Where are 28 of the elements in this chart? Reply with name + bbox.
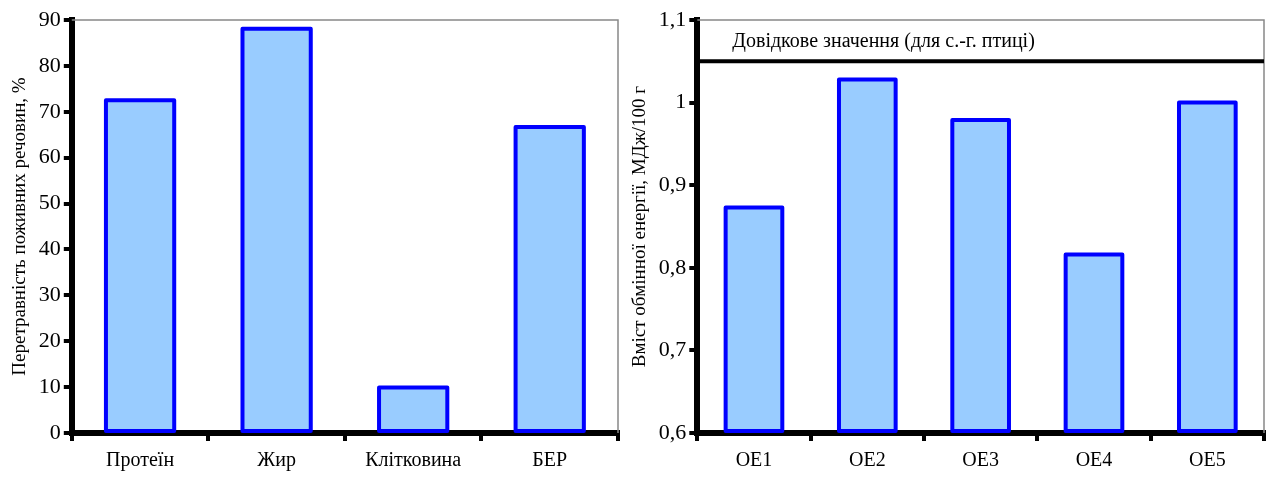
y-tick-label: 0,7 — [658, 336, 687, 362]
y-tick-label: 1 — [675, 88, 687, 114]
y-tick-label: 1,1 — [658, 5, 687, 31]
y-tick-label: 20 — [38, 327, 61, 352]
x-tick-label: БЕР — [532, 448, 568, 471]
x-tick-label: OE2 — [848, 448, 886, 471]
y-tick-label: 50 — [38, 189, 61, 215]
y-tick-label: 60 — [38, 143, 61, 169]
x-tick-label: OE3 — [962, 448, 999, 471]
x-tick-label: OE4 — [1075, 448, 1113, 471]
y-tick-label: 10 — [38, 372, 61, 398]
x-tick-label: OE1 — [735, 448, 773, 471]
y-tick-label: 0 — [49, 418, 61, 444]
y-tick-label: 80 — [38, 51, 61, 77]
y-tick-label: 40 — [38, 235, 61, 261]
y-tick-label: 70 — [38, 97, 61, 123]
y-axis-title: Перетравність поживних речовин, % — [8, 77, 30, 376]
x-tick-label: Клітковина — [365, 448, 462, 471]
ref-line-label: Довідкове значення (для с.-г. птиці) — [732, 28, 1035, 52]
y-tick-label: 30 — [38, 281, 61, 307]
y-tick-label: 0,9 — [658, 170, 687, 196]
y-tick-label: 90 — [38, 5, 61, 31]
y-tick-label: 0,8 — [658, 253, 687, 279]
x-tick-label: OE5 — [1188, 448, 1226, 471]
x-tick-label: Протеїн — [106, 448, 175, 472]
y-axis-title: Вміст обмінної енергії, МДж/100 г — [628, 85, 650, 368]
x-tick-label: Жир — [257, 448, 296, 472]
y-tick-label: 0,6 — [658, 418, 687, 444]
